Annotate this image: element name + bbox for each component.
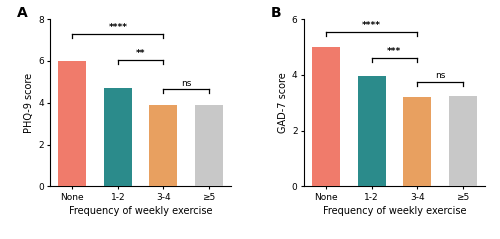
Text: A: A xyxy=(18,6,28,20)
Bar xyxy=(358,76,386,186)
Y-axis label: GAD-7 score: GAD-7 score xyxy=(278,72,287,133)
Text: **: ** xyxy=(136,49,145,58)
Text: ***: *** xyxy=(387,48,402,56)
X-axis label: Frequency of weekly exercise: Frequency of weekly exercise xyxy=(322,206,466,216)
Text: ****: **** xyxy=(108,23,128,32)
Bar xyxy=(195,105,223,186)
Text: B: B xyxy=(271,6,281,20)
X-axis label: Frequency of weekly exercise: Frequency of weekly exercise xyxy=(69,206,212,216)
Y-axis label: PHQ-9 score: PHQ-9 score xyxy=(24,73,34,133)
Text: ns: ns xyxy=(434,71,445,80)
Bar xyxy=(58,61,86,186)
Bar xyxy=(448,96,477,186)
Bar xyxy=(312,47,340,186)
Bar xyxy=(150,105,178,186)
Text: ****: **** xyxy=(362,21,381,30)
Bar xyxy=(104,88,132,186)
Text: ns: ns xyxy=(181,78,192,87)
Bar xyxy=(403,97,431,186)
